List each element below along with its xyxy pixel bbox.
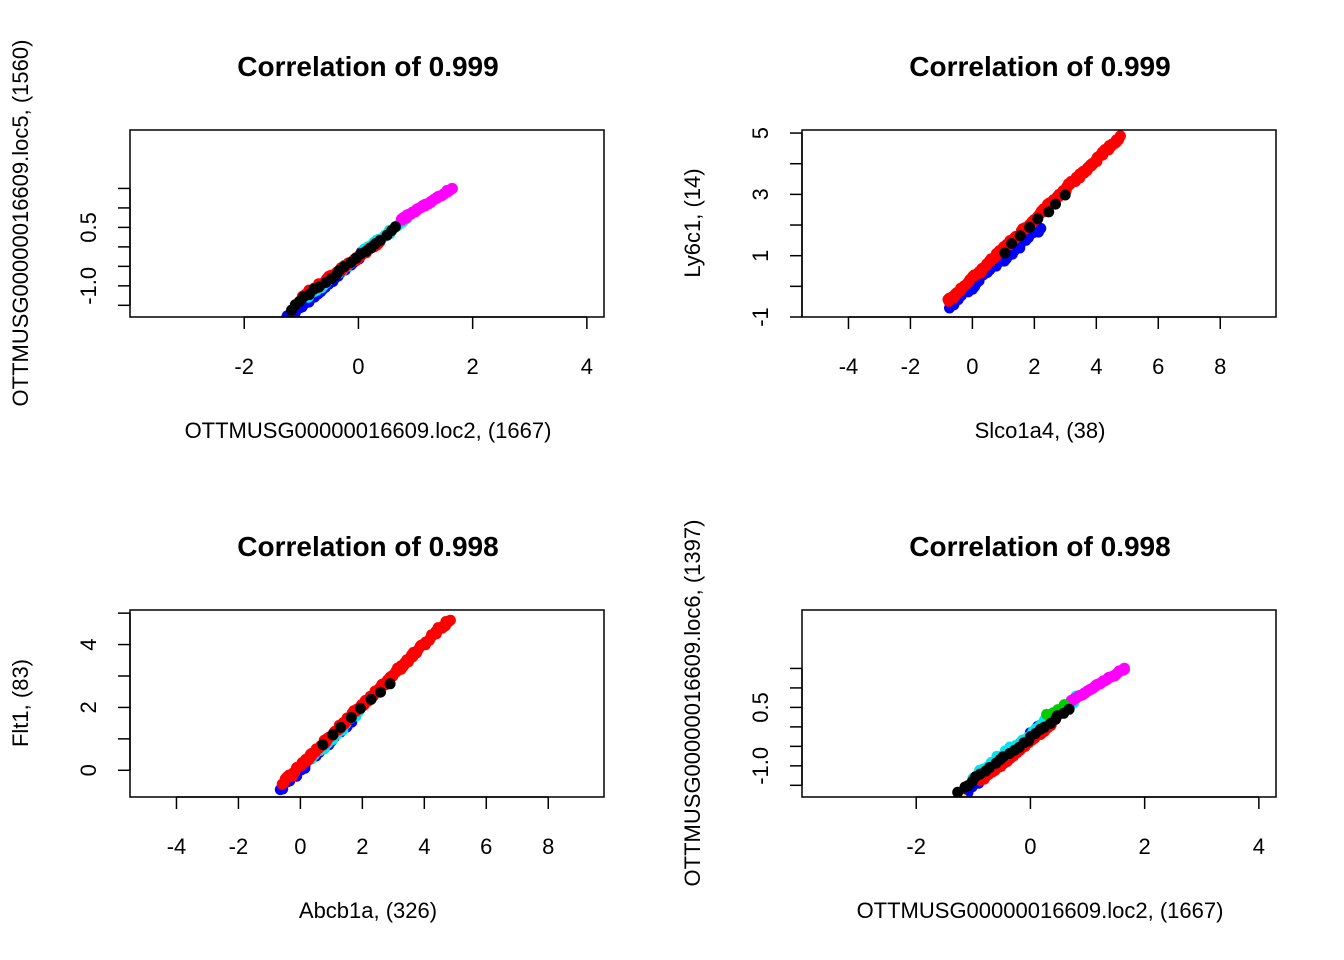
data-point bbox=[1024, 221, 1036, 233]
x-tick-label: -2 bbox=[906, 834, 926, 859]
x-tick-label: 2 bbox=[356, 834, 368, 859]
chart-panel-1: Correlation of 0.999 -2 0 2 4 OTTMUSG00000016… bbox=[0, 0, 672, 480]
y-tick-label: -1.0 bbox=[748, 747, 773, 785]
x-tick-label: -4 bbox=[839, 354, 859, 379]
x-tick-label: 8 bbox=[542, 834, 554, 859]
x-tick-label: 0 bbox=[352, 354, 364, 379]
data-point bbox=[365, 693, 377, 705]
data-point bbox=[1014, 230, 1026, 242]
data-point bbox=[1050, 198, 1061, 210]
data-point bbox=[354, 702, 366, 714]
data-point bbox=[375, 686, 386, 698]
x-axis-label: Abcb1a, (326) bbox=[299, 898, 437, 923]
y-tick-label: 3 bbox=[748, 188, 773, 200]
data-points bbox=[942, 130, 1126, 314]
y-axis-label: Ly6c1, (14) bbox=[680, 168, 705, 277]
data-point bbox=[1032, 213, 1044, 225]
x-tick-label: 0 bbox=[294, 834, 306, 859]
data-point bbox=[446, 183, 458, 194]
x-tick-label: 4 bbox=[581, 354, 593, 379]
data-point bbox=[1059, 189, 1071, 201]
data-points bbox=[274, 614, 456, 796]
x-tick-label: 6 bbox=[480, 834, 492, 859]
y-tick-label: 1 bbox=[748, 250, 773, 262]
y-tick-label: 0 bbox=[76, 764, 101, 776]
data-point bbox=[1035, 222, 1047, 234]
x-tick-label: -2 bbox=[229, 834, 249, 859]
data-point bbox=[335, 721, 347, 733]
scatter-chart-2: Correlation of 0.999 -4 -2 0 2 4 6 8 Slco1a4, (3… bbox=[680, 51, 1277, 443]
chart-title: Correlation of 0.998 bbox=[909, 531, 1170, 562]
x-tick-label: 8 bbox=[1214, 354, 1226, 379]
x-axis-label: OTTMUSG00000016609.loc2, (1667) bbox=[185, 418, 552, 443]
data-point bbox=[389, 221, 401, 233]
x-tick-label: 4 bbox=[1253, 834, 1265, 859]
data-points bbox=[280, 183, 458, 317]
chart-title: Correlation of 0.999 bbox=[237, 51, 498, 82]
data-points bbox=[950, 662, 1130, 808]
data-point bbox=[317, 739, 329, 751]
data-point bbox=[1114, 130, 1126, 142]
chart-title: Correlation of 0.999 bbox=[909, 51, 1170, 82]
x-tick-label: 0 bbox=[1024, 834, 1036, 859]
y-tick-label: 2 bbox=[76, 701, 101, 713]
data-point bbox=[1063, 703, 1075, 715]
y-tick-label: 0.5 bbox=[76, 212, 101, 243]
y-axis-label: OTTMUSG00000016609.loc5, (1560) bbox=[8, 40, 33, 407]
data-point bbox=[345, 712, 357, 723]
data-point bbox=[444, 614, 456, 626]
x-axis-label: Slco1a4, (38) bbox=[975, 418, 1106, 443]
plot-frame bbox=[801, 609, 1277, 798]
x-tick-label: 6 bbox=[1152, 354, 1164, 379]
x-tick-label: 4 bbox=[418, 834, 430, 859]
x-tick-label: -2 bbox=[901, 354, 921, 379]
data-point bbox=[1006, 238, 1018, 249]
x-tick-label: 2 bbox=[467, 354, 479, 379]
chart-panel-3: Correlation of 0.998 -4 -2 0 2 4 6 8 Abcb1a, (32… bbox=[0, 480, 672, 960]
y-tick-label: 5 bbox=[748, 127, 773, 139]
data-point bbox=[327, 729, 339, 741]
chart-panel-2: Correlation of 0.999 -4 -2 0 2 4 6 8 Slco1a4, (3… bbox=[672, 0, 1344, 480]
data-point bbox=[1043, 206, 1055, 218]
data-point bbox=[950, 797, 961, 808]
x-axis-label: OTTMUSG00000016609.loc2, (1667) bbox=[857, 898, 1224, 923]
x-tick-label: 4 bbox=[1090, 354, 1102, 379]
scatter-chart-3: Correlation of 0.998 -4 -2 0 2 4 6 8 Abcb1a, (32… bbox=[8, 531, 605, 923]
x-tick-label: -2 bbox=[234, 354, 254, 379]
chart-title: Correlation of 0.998 bbox=[237, 531, 498, 562]
data-point bbox=[1118, 662, 1130, 674]
scatter-chart-1: Correlation of 0.999 -2 0 2 4 OTTMUSG00000016… bbox=[8, 40, 605, 443]
y-tick-label: -1 bbox=[748, 307, 773, 327]
y-tick-label: 0.5 bbox=[748, 692, 773, 723]
chart-panel-4: Correlation of 0.998 -2 0 2 4 OTTMUSG00000016… bbox=[672, 480, 1344, 960]
x-tick-label: -4 bbox=[167, 834, 187, 859]
y-tick-label: -1.0 bbox=[76, 267, 101, 305]
data-point bbox=[999, 247, 1011, 259]
x-tick-label: 2 bbox=[1028, 354, 1040, 379]
y-tick-label: 4 bbox=[76, 638, 101, 650]
x-tick-label: 0 bbox=[966, 354, 978, 379]
y-axis-label: OTTMUSG00000016609.loc6, (1397) bbox=[680, 520, 705, 887]
scatter-chart-4: Correlation of 0.998 -2 0 2 4 OTTMUSG00000016… bbox=[680, 520, 1277, 923]
data-point bbox=[384, 678, 396, 690]
plot-frame bbox=[129, 129, 605, 318]
y-axis-label: Flt1, (83) bbox=[8, 659, 33, 747]
x-tick-label: 2 bbox=[1139, 834, 1151, 859]
